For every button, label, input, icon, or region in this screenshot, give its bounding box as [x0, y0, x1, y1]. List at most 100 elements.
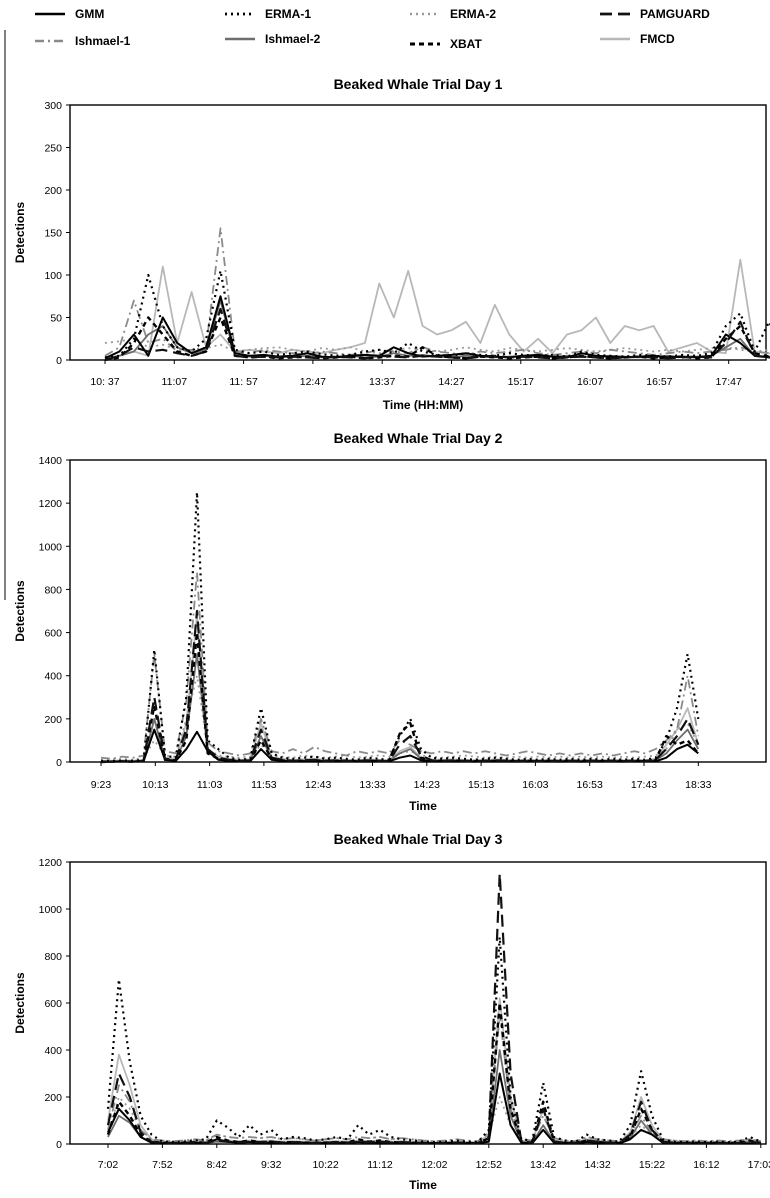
x-axis-label: Time — [409, 1178, 437, 1192]
x-tick-label: 9:32 — [261, 1159, 282, 1171]
x-tick-label: 10: 37 — [90, 376, 119, 388]
x-axis: 9:23 10:13 11:03 11:53 12:43 13:33 14:23 15:13 1… — [91, 762, 712, 791]
x-tick-label: 17:03 — [748, 1159, 770, 1171]
legend-item-fmcd: FMCD — [600, 32, 675, 46]
legend-item-xbat: XBAT — [410, 37, 482, 51]
series-line-xbat — [100, 631, 700, 764]
series-line-gmm — [101, 728, 699, 763]
x-tick-label: 11: 57 — [229, 376, 258, 388]
series-line-pamguard — [106, 872, 761, 1145]
series-line-pamguard — [104, 307, 770, 362]
x-tick-label: 11:53 — [251, 779, 277, 791]
x-tick-label: 15:13 — [468, 779, 494, 791]
x-tick-label: 10:13 — [142, 779, 168, 791]
series-line-fmcd — [104, 258, 770, 360]
y-tick-label: 250 — [44, 143, 62, 155]
legend-item-ishmael-2: Ishmael-2 — [225, 32, 321, 46]
series-line-xbat — [106, 1001, 762, 1145]
legend-item-erma-1: ERMA-1 — [225, 7, 311, 21]
y-tick-label: 200 — [44, 714, 62, 726]
x-tick-label: 8:42 — [207, 1159, 228, 1171]
y-tick-label: 600 — [44, 628, 62, 640]
x-tick-label: 7:02 — [98, 1159, 119, 1171]
y-tick-label: 300 — [44, 100, 62, 112]
x-tick-label: 16:12 — [693, 1159, 719, 1171]
x-tick-label: 14:23 — [414, 779, 440, 791]
chart-day-2: Beaked Whale Trial Day 2 0 200 400 600 800 100… — [13, 430, 767, 813]
y-tick-label: 1200 — [39, 498, 63, 510]
legend-label: GMM — [75, 7, 104, 21]
x-tick-label: 16:03 — [522, 779, 548, 791]
x-tick-label: 13:37 — [369, 376, 395, 388]
y-tick-label: 800 — [44, 584, 62, 596]
y-axis: 0 50 100 150 200 250 300 — [44, 100, 70, 367]
x-tick-label: 12:47 — [300, 376, 326, 388]
legend-label: ERMA-1 — [265, 7, 311, 21]
y-tick-label: 0 — [56, 1139, 62, 1151]
series-line-erma-1 — [106, 936, 762, 1144]
series-group — [106, 872, 762, 1145]
x-tick-label: 10:22 — [312, 1159, 338, 1171]
y-axis-label: Detections — [13, 202, 27, 264]
series-line-erma-1 — [100, 491, 700, 763]
x-tick-label: 11:07 — [162, 376, 188, 388]
y-tick-label: 400 — [44, 671, 62, 683]
y-tick-label: 1200 — [39, 857, 63, 869]
x-axis-label: Time (HH:MM) — [383, 398, 463, 412]
x-tick-label: 14:32 — [584, 1159, 610, 1171]
y-tick-label: 800 — [44, 951, 62, 963]
plot-area — [69, 104, 767, 361]
x-tick-label: 12:43 — [305, 779, 331, 791]
x-tick-label: 12:52 — [476, 1159, 502, 1171]
chart-title: Beaked Whale Trial Day 1 — [334, 76, 503, 92]
x-tick-label: 17:47 — [716, 376, 742, 388]
legend-label: Ishmael-2 — [265, 32, 321, 46]
y-tick-label: 150 — [44, 228, 62, 240]
x-tick-label: 9:23 — [91, 779, 112, 791]
x-tick-label: 13:42 — [530, 1159, 556, 1171]
x-tick-label: 17:43 — [631, 779, 657, 791]
series-line-ishmael-1 — [100, 571, 700, 760]
legend-item-erma-2: ERMA-2 — [410, 7, 496, 21]
x-axis: 7:02 7:52 8:42 9:32 10:22 11:12 12:02 12:52 13:4… — [98, 1144, 770, 1171]
legend-item-ishmael-1: Ishmael-1 — [35, 34, 131, 48]
series-line-ishmael-1 — [104, 227, 770, 357]
y-tick-label: 200 — [44, 1092, 62, 1104]
x-axis-label: Time — [409, 799, 437, 813]
series-group — [100, 491, 700, 764]
x-tick-label: 11:12 — [367, 1159, 393, 1171]
series-group — [104, 227, 770, 362]
chart-day-3: Beaked Whale Trial Day 3 0 200 400 600 800 100… — [13, 831, 770, 1192]
chart-day-1: Beaked Whale Trial Day 1 0 50 100 150 200 250 3… — [13, 76, 770, 412]
y-tick-label: 50 — [50, 313, 62, 325]
y-axis-label: Detections — [13, 580, 27, 642]
x-tick-label: 16:53 — [577, 779, 603, 791]
y-axis: 0 200 400 600 800 1000 1200 1400 — [39, 455, 70, 769]
legend-item-pamguard: PAMGUARD — [600, 7, 710, 21]
legend-label: Ishmael-1 — [75, 34, 131, 48]
legend-label: FMCD — [640, 32, 675, 46]
x-tick-label: 12:02 — [421, 1159, 447, 1171]
y-tick-label: 1000 — [39, 904, 63, 916]
y-axis: 0 200 400 600 800 1000 1200 — [39, 857, 70, 1151]
legend: GMM ERMA-1 ERMA-2 PAMGUARD Ishmael-1 Ishmael-… — [35, 7, 710, 51]
y-tick-label: 1400 — [39, 455, 63, 467]
x-tick-label: 14:27 — [438, 376, 464, 388]
y-tick-label: 0 — [56, 355, 62, 367]
y-tick-label: 200 — [44, 185, 62, 197]
legend-item-gmm: GMM — [35, 7, 104, 21]
y-tick-label: 100 — [44, 270, 62, 282]
legend-label: ERMA-2 — [450, 7, 496, 21]
x-tick-label: 15:17 — [508, 376, 534, 388]
x-tick-label: 13:33 — [359, 779, 385, 791]
x-tick-label: 11:03 — [197, 779, 223, 791]
plot-area — [69, 861, 767, 1145]
legend-label: XBAT — [450, 37, 482, 51]
x-axis: 10: 37 11:07 11: 57 12:47 13:37 14:27 15:17 16:… — [90, 360, 742, 388]
x-tick-label: 16:07 — [577, 376, 603, 388]
x-tick-label: 16:57 — [646, 376, 672, 388]
chart-title: Beaked Whale Trial Day 3 — [334, 831, 503, 847]
legend-label: PAMGUARD — [640, 7, 710, 21]
y-tick-label: 600 — [44, 998, 62, 1010]
